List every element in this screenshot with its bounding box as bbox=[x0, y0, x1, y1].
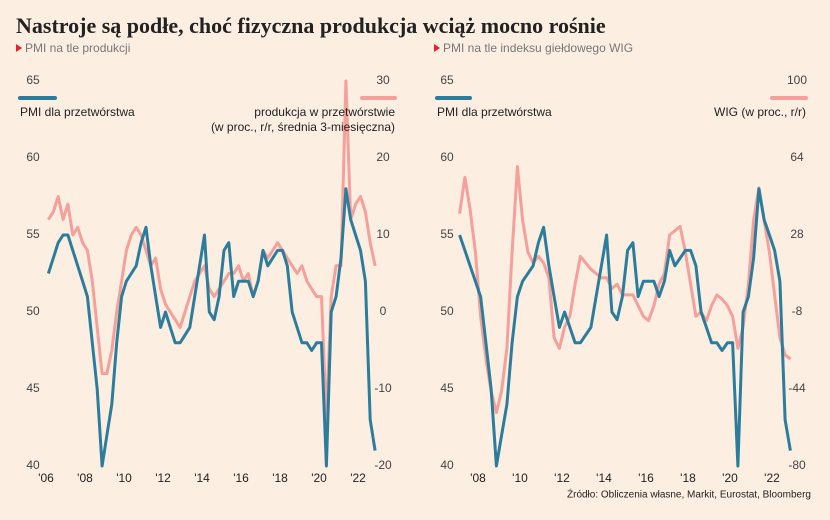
legend-label: PMI dla przetwórstwa bbox=[20, 105, 135, 119]
legend-label: PMI dla przetwórstwa bbox=[437, 105, 552, 119]
x-tick-label: '08 bbox=[470, 471, 486, 485]
y-tick-label: 65 bbox=[440, 73, 454, 87]
y2-tick-label: 64 bbox=[790, 150, 804, 164]
y-tick-label: 60 bbox=[26, 150, 40, 164]
x-tick-label: '14 bbox=[194, 471, 210, 485]
x-tick-label: '22 bbox=[764, 471, 780, 485]
x-tick-label: '12 bbox=[155, 471, 171, 485]
y-tick-label: 60 bbox=[440, 150, 454, 164]
x-tick-label: '18 bbox=[272, 471, 288, 485]
y-tick-label: 40 bbox=[26, 458, 40, 472]
y-tick-label: 50 bbox=[440, 304, 454, 318]
y2-tick-label: 30 bbox=[376, 73, 390, 87]
x-tick-label: '12 bbox=[554, 471, 570, 485]
y2-tick-label: -8 bbox=[792, 304, 803, 318]
y2-tick-label: 0 bbox=[380, 304, 387, 318]
chart-title: Nastroje są podłe, choć fizyczna produkc… bbox=[16, 13, 606, 38]
x-tick-label: '16 bbox=[233, 471, 249, 485]
subtitle-marker bbox=[434, 44, 440, 52]
series-line bbox=[458, 165, 792, 414]
y2-tick-label: 28 bbox=[790, 227, 804, 241]
y2-tick-label: 100 bbox=[787, 73, 807, 87]
y2-tick-label: -44 bbox=[788, 381, 806, 395]
y2-tick-label: -10 bbox=[374, 381, 392, 395]
subtitle-marker bbox=[16, 44, 22, 52]
y2-tick-label: -20 bbox=[374, 458, 392, 472]
legend-label: WIG (w proc., r/r) bbox=[714, 105, 806, 119]
y-tick-label: 40 bbox=[440, 458, 454, 472]
series-line bbox=[458, 187, 792, 468]
x-tick-label: '16 bbox=[638, 471, 654, 485]
y-tick-label: 55 bbox=[440, 227, 454, 241]
x-tick-label: '06 bbox=[38, 471, 54, 485]
y2-tick-label: 20 bbox=[376, 150, 390, 164]
source: Źródło: Obliczenia własne, Markit, Euros… bbox=[567, 488, 811, 501]
x-tick-label: '14 bbox=[596, 471, 612, 485]
x-tick-label: '08 bbox=[77, 471, 93, 485]
x-tick-label: '22 bbox=[350, 471, 366, 485]
x-tick-label: '10 bbox=[512, 471, 528, 485]
y2-tick-label: 10 bbox=[376, 227, 390, 241]
series-line bbox=[46, 187, 377, 468]
y-tick-label: 45 bbox=[440, 381, 454, 395]
y-tick-label: 45 bbox=[26, 381, 40, 395]
series-line bbox=[47, 79, 377, 422]
subtitle: PMI na tle produkcji bbox=[25, 41, 130, 55]
y-tick-label: 65 bbox=[26, 73, 40, 87]
legend-label: produkcja w przetwórstwie (w proc., r/r,… bbox=[210, 105, 395, 134]
y-tick-label: 50 bbox=[26, 304, 40, 318]
x-tick-label: '20 bbox=[311, 471, 327, 485]
x-tick-label: '10 bbox=[116, 471, 132, 485]
x-tick-label: '18 bbox=[680, 471, 696, 485]
subtitle: PMI na tle indeksu giełdowego WIG bbox=[443, 41, 633, 55]
y2-tick-label: -80 bbox=[788, 458, 806, 472]
y-tick-label: 55 bbox=[26, 227, 40, 241]
x-tick-label: '20 bbox=[722, 471, 738, 485]
